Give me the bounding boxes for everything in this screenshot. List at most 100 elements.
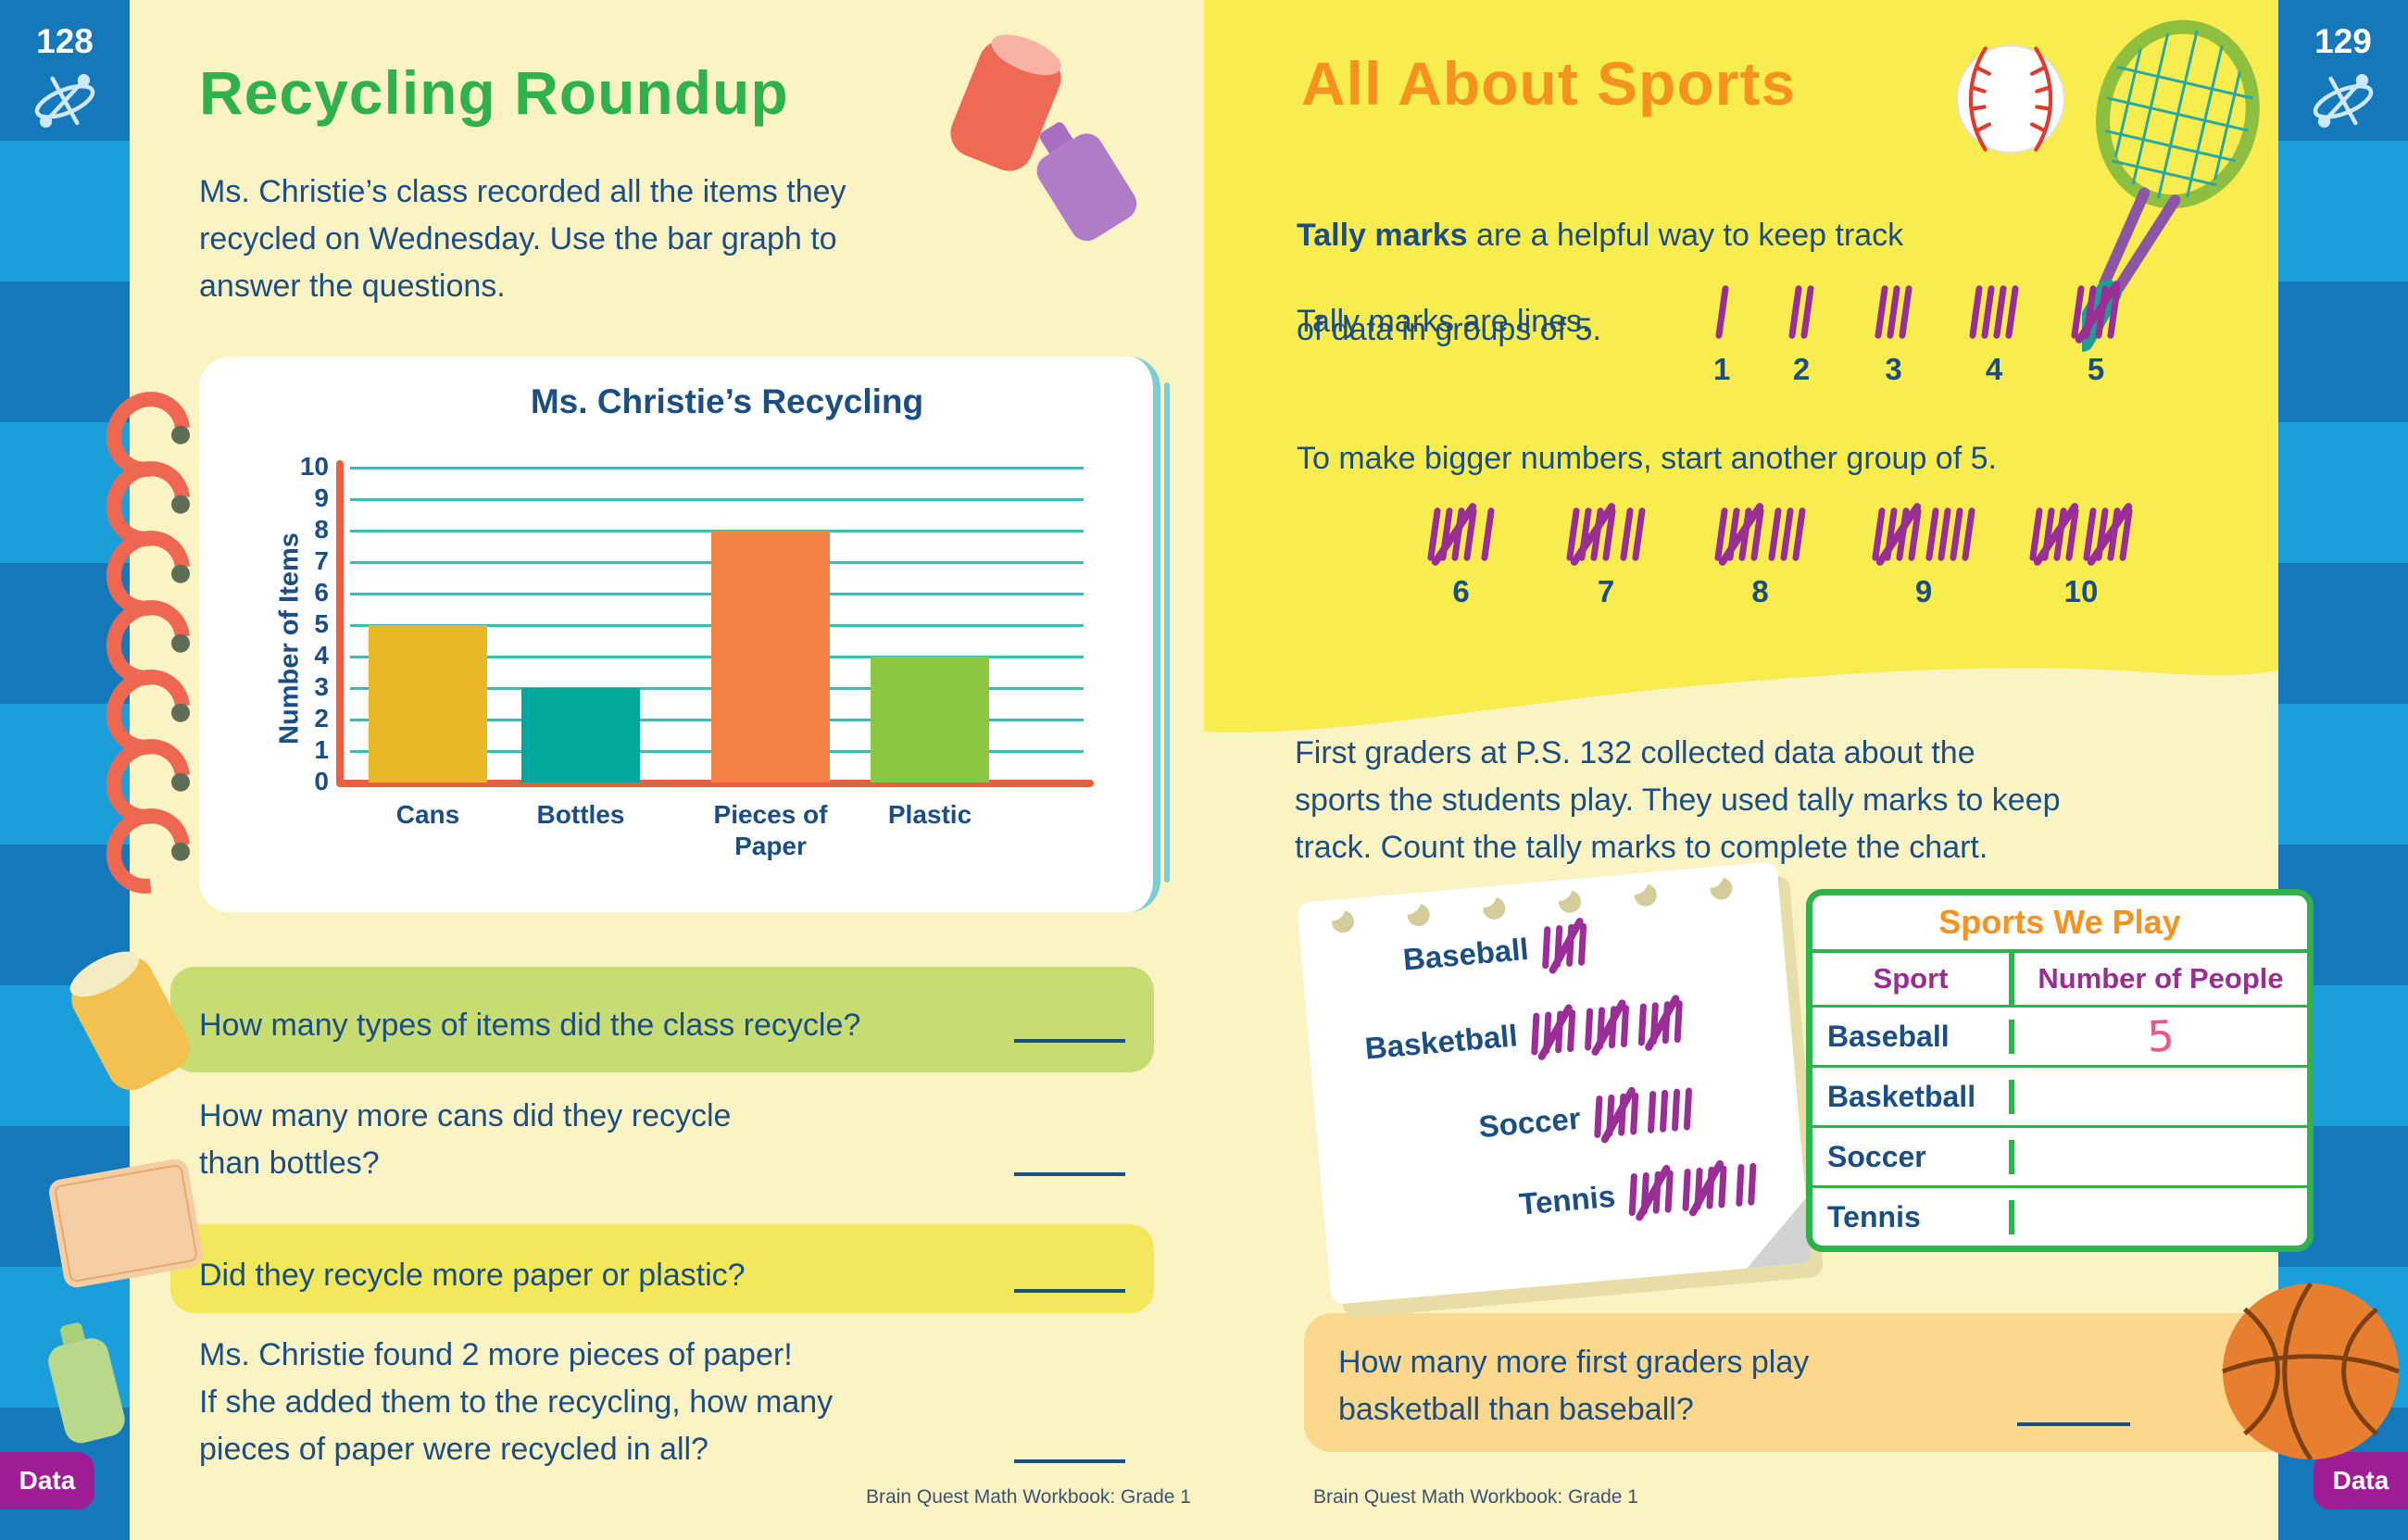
- sports-table-row-baseball: Baseball 5: [1812, 1008, 2307, 1068]
- tally-intro: Tally marks are a helpful way to keep tr…: [1297, 218, 1904, 347]
- y-tick-6: 6: [314, 578, 329, 607]
- tally-marks-9: [1871, 501, 1976, 568]
- tally-marks-2: [1787, 284, 1815, 340]
- tally-marks-1: [1714, 284, 1729, 340]
- header-number-of-people: Number of People: [2038, 962, 2284, 995]
- tally-legend-number: 6: [1452, 574, 1470, 608]
- question-4-answer-blank[interactable]: [1014, 1456, 1125, 1463]
- tally-legend-number: 8: [1751, 574, 1769, 608]
- sports-table-title: Sports We Play: [1812, 895, 2307, 953]
- tally-legend-item-3: 3: [1874, 284, 1913, 387]
- left-page-intro: Ms. Christie’s class recorded all the it…: [199, 174, 847, 304]
- notepad-row-basketball: Basketball: [1317, 993, 1684, 1074]
- y-tick-8: 8: [314, 515, 329, 544]
- jack-icon-right: [2313, 73, 2374, 128]
- tally-legend-number: 5: [2087, 352, 2105, 386]
- tally-legend-item-9: 9: [1871, 501, 1976, 609]
- tally-marks-10: [2028, 501, 2134, 568]
- notepad-row-tennis: Tennis: [1415, 1158, 1758, 1235]
- notepad-label: Tennis: [1517, 1178, 1617, 1221]
- y-tick-7: 7: [314, 546, 329, 575]
- notepad-folded-corner: [1741, 1197, 1812, 1269]
- notepad-hole: [1482, 895, 1507, 920]
- question-1-answer-blank[interactable]: [1014, 1035, 1125, 1043]
- panel-wave-edge: [1204, 648, 2278, 732]
- notepad-row-baseball: Baseball: [1328, 916, 1587, 988]
- jack-icon-left: [34, 73, 95, 128]
- notepad-label: Soccer: [1477, 1100, 1583, 1145]
- question-3-text: Did they recycle more paper or plastic?: [199, 1258, 746, 1293]
- header-sport: Sport: [1812, 953, 2014, 1005]
- tally-marks-6: [1426, 501, 1496, 568]
- footer-right: Brain Quest Math Workbook: Grade 1: [1313, 1486, 1638, 1508]
- tally-legend-6-10: 6 7 8 9 10: [1426, 501, 2163, 637]
- bar-graph-card: Ms. Christie’s Recycling Number of Items…: [199, 357, 1170, 912]
- number-of-people-cell[interactable]: [2014, 1149, 2307, 1165]
- question-5-answer-blank[interactable]: [2017, 1419, 2130, 1426]
- sports-table-row-soccer: Soccer: [1812, 1128, 2307, 1188]
- number-of-people-cell[interactable]: 5: [2145, 1010, 2176, 1062]
- tally-legend-number: 2: [1792, 352, 1811, 386]
- bigger-numbers-label: To make bigger numbers, start another gr…: [1297, 441, 1997, 476]
- question-2-text: How many more cans did they recycle than…: [199, 1098, 732, 1181]
- sports-paragraph: First graders at P.S. 132 collected data…: [1295, 735, 2061, 865]
- question-5-text: How many more first graders play basketb…: [1338, 1345, 1810, 1427]
- y-tick-3: 3: [314, 672, 329, 701]
- question-4-text: Ms. Christie found 2 more pieces of pape…: [199, 1337, 834, 1467]
- bar-cans: [369, 625, 487, 783]
- sport-cell: Tennis: [1812, 1199, 2014, 1234]
- right-margin-stripe: [2278, 0, 2408, 1540]
- notepad-hole: [1330, 909, 1355, 934]
- tally-lines-label: Tally marks are lines.: [1297, 304, 1591, 339]
- tally-marks-3: [1874, 284, 1913, 340]
- tally-legend-number: 10: [2063, 574, 2099, 608]
- data-tab-left[interactable]: Data: [0, 1452, 94, 1509]
- tally-legend-number: 3: [1885, 352, 1902, 386]
- tally-legend-item-4: 4: [1968, 284, 2020, 387]
- tally-notepad: Baseball Basketball Soccer Tennis: [1297, 861, 1812, 1305]
- tally-legend-number: 9: [1914, 574, 1933, 608]
- number-of-people-cell[interactable]: [2014, 1209, 2307, 1225]
- chart-gridline: [350, 467, 1084, 470]
- x-label-pieces-of-paper: Pieces of Paper: [713, 800, 828, 860]
- tally-marks-4: [1968, 284, 2020, 340]
- x-label-plastic: Plastic: [887, 800, 972, 829]
- chart-y-axis: [336, 460, 344, 786]
- tally-legend-number: 1: [1713, 352, 1731, 386]
- data-tab-right[interactable]: Data: [2314, 1452, 2408, 1509]
- y-tick-1: 1: [314, 735, 329, 764]
- question-2-answer-blank[interactable]: [1014, 1169, 1125, 1176]
- tally-intro-bold: Tally marks: [1297, 218, 1468, 253]
- footer-left: Brain Quest Math Workbook: Grade 1: [866, 1486, 1191, 1508]
- sports-table-header: Sport Number of People: [1812, 953, 2307, 1008]
- tennis-racket-icon: [2082, 19, 2260, 352]
- y-tick-9: 9: [314, 483, 329, 512]
- number-of-people-cell[interactable]: [2014, 1089, 2307, 1105]
- tally-marks-12: [1628, 1158, 1757, 1222]
- question-1-highlight: [170, 967, 1154, 1072]
- question-3-answer-blank[interactable]: [1014, 1285, 1125, 1293]
- tally-marks-7: [1565, 501, 1647, 568]
- tally-marks-5: [2070, 279, 2122, 345]
- tally-legend-item-1: 1: [1713, 284, 1731, 387]
- tally-legend-item-5: 5: [2070, 279, 2122, 387]
- tally-legend-item-6: 6: [1426, 501, 1496, 609]
- notepad-hole: [1406, 903, 1431, 928]
- tally-marks-15: [1530, 993, 1683, 1062]
- chart-gridline: [350, 498, 1084, 501]
- bar-pieces-of-paper: [711, 531, 830, 783]
- chart-x-axis: [336, 780, 1094, 787]
- left-page-title: Recycling Roundup: [199, 58, 789, 127]
- x-label-cans: Cans: [395, 800, 460, 829]
- y-tick-5: 5: [314, 609, 329, 638]
- sport-cell: Soccer: [1812, 1139, 2014, 1174]
- sports-table-row-basketball: Basketball: [1812, 1068, 2307, 1128]
- tally-marks-8: [1713, 501, 1807, 568]
- page-number-right: 129: [2314, 22, 2372, 60]
- y-tick-2: 2: [314, 704, 329, 732]
- tally-legend-item-7: 7: [1565, 501, 1647, 609]
- sports-table-row-tennis: Tennis: [1812, 1188, 2307, 1246]
- tally-legend-item-8: 8: [1713, 501, 1807, 609]
- question-1-text: How many types of items did the class re…: [199, 1008, 861, 1043]
- sport-cell: Baseball: [1812, 1019, 2014, 1054]
